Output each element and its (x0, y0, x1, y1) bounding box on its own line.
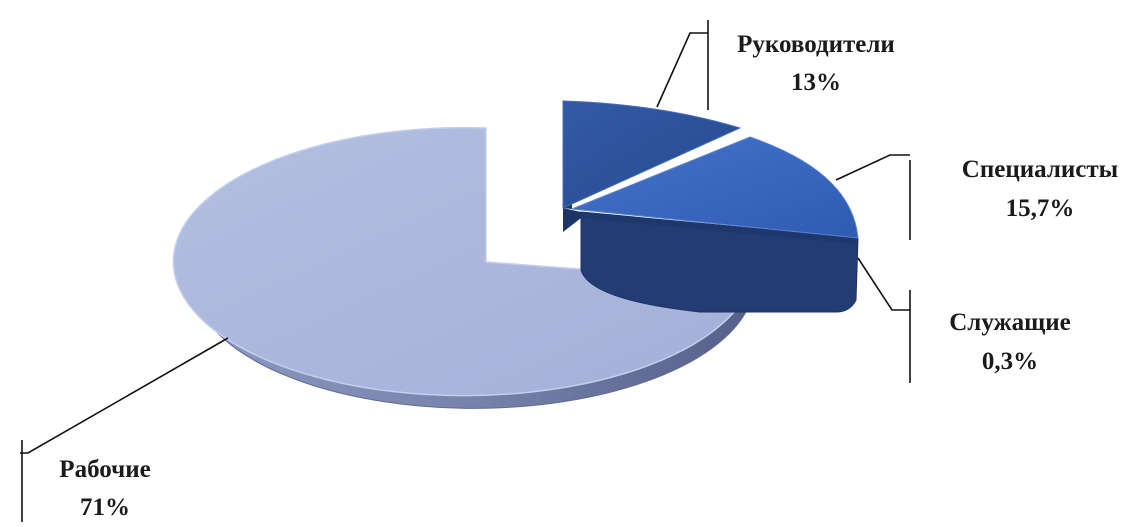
slice-label-workers: Рабочие (59, 456, 150, 483)
leader-line-workers (20, 337, 229, 454)
leader-line-managers (656, 32, 708, 108)
slice-value-managers: 13% (791, 69, 841, 96)
slice-label-employees: Служащие (949, 309, 1070, 336)
slice-value-specialists: 15,7% (1006, 195, 1075, 222)
slice-managers (562, 100, 742, 209)
leader-line-employees (857, 257, 910, 311)
slice-side-specialists (563, 208, 581, 232)
slice-label-specialists: Специалисты (962, 156, 1118, 183)
slice-value-workers: 71% (80, 494, 130, 521)
slice-value-employees: 0,3% (982, 348, 1038, 375)
leader-line-specialists (835, 154, 910, 181)
slice-workers (172, 126, 754, 397)
slice-employees (581, 212, 858, 244)
slice-label-managers: Руководители (737, 31, 895, 58)
slice-specialists (571, 136, 859, 239)
